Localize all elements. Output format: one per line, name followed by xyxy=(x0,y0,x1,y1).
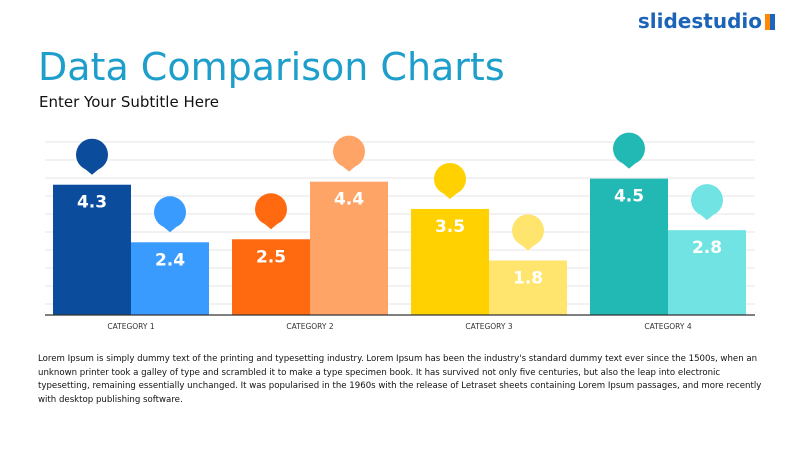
bar xyxy=(668,230,746,315)
bar xyxy=(232,239,310,315)
value-label: 2.4 xyxy=(155,250,185,270)
chart-title: Data Comparison Charts xyxy=(38,45,505,89)
value-label: 1.8 xyxy=(513,268,543,288)
value-label: 4.3 xyxy=(77,193,107,213)
bar xyxy=(489,260,567,315)
logo-icon xyxy=(765,14,775,30)
pin-marker xyxy=(691,184,723,217)
value-label: 4.5 xyxy=(614,187,644,207)
body-text: Lorem Ipsum is simply dummy text of the … xyxy=(38,354,762,405)
pin-marker xyxy=(255,193,287,226)
bar xyxy=(310,181,388,315)
bar xyxy=(411,208,489,315)
pin-marker xyxy=(434,162,466,195)
bar xyxy=(131,242,209,315)
value-label: 3.5 xyxy=(435,217,465,237)
pin-marker xyxy=(76,138,108,171)
x-tick-label: CATEGORY 4 xyxy=(644,322,692,331)
value-label: 4.4 xyxy=(334,190,364,210)
logo: slidestudio xyxy=(638,9,762,33)
pin-marker xyxy=(512,214,544,247)
bar xyxy=(53,184,131,315)
pin-marker xyxy=(333,135,365,168)
pin-marker xyxy=(154,196,186,229)
pin-marker xyxy=(613,132,645,165)
x-tick-label: CATEGORY 2 xyxy=(286,322,334,331)
chart-subtitle: Enter Your Subtitle Here xyxy=(39,93,219,111)
bar xyxy=(590,178,668,315)
value-label: 2.5 xyxy=(256,247,286,267)
value-label: 2.8 xyxy=(692,238,722,258)
x-tick-label: CATEGORY 1 xyxy=(107,322,155,331)
x-tick-label: CATEGORY 3 xyxy=(465,322,513,331)
